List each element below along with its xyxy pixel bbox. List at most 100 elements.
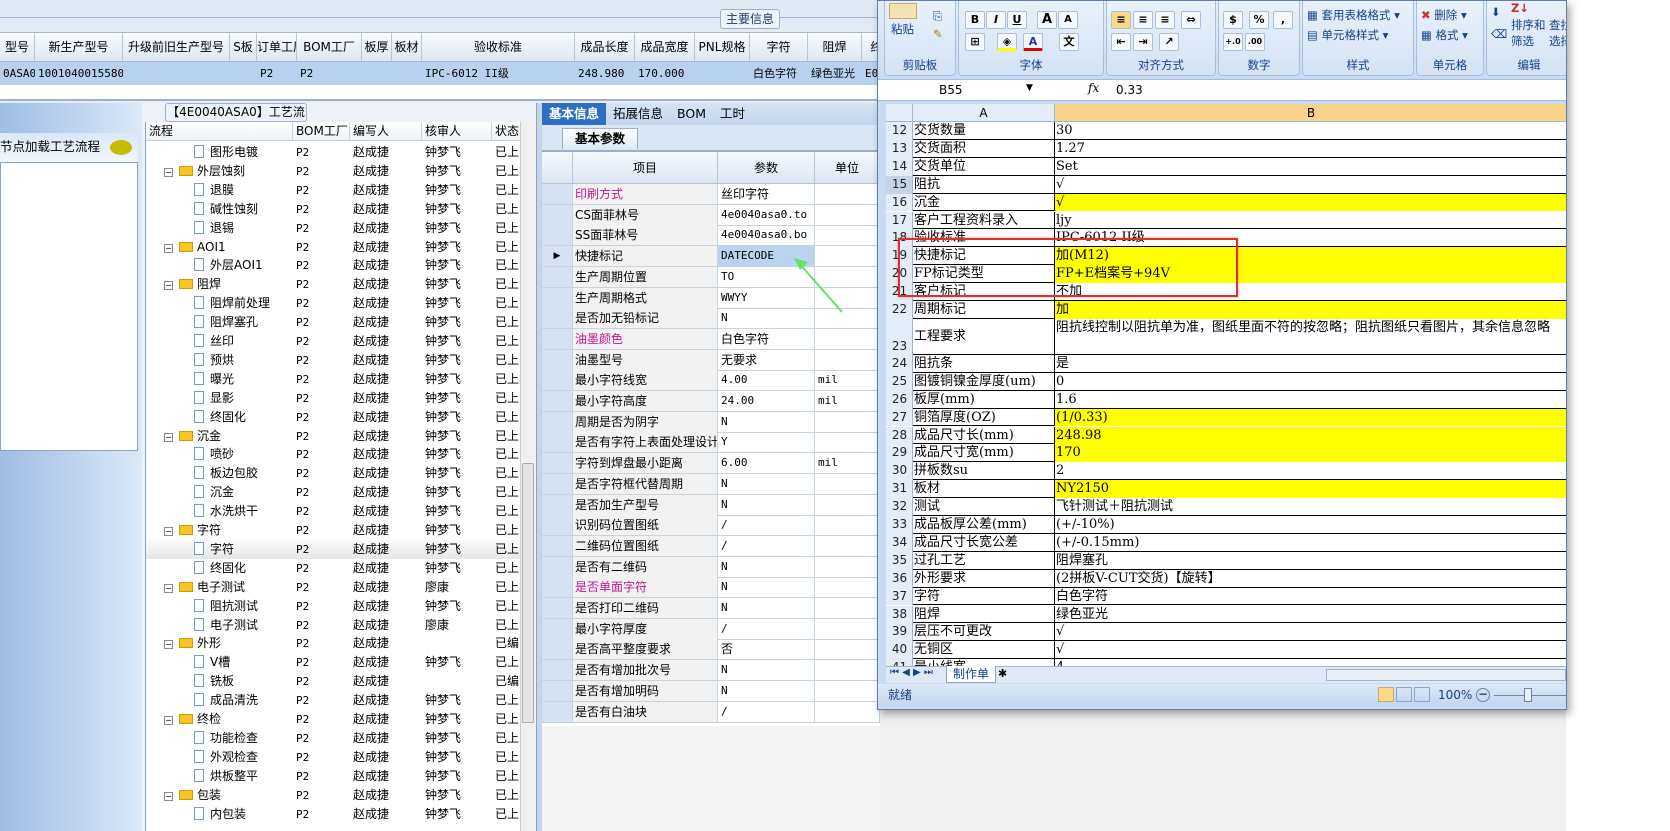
cell-b[interactable]: 绿色亚光 [1055,606,1566,624]
row-header[interactable] [542,494,573,515]
param-row[interactable]: 是否有白油块 / [542,701,880,723]
column-header-unit[interactable]: 单位 [815,152,880,183]
sheet-row[interactable]: 39 层压不可更改 √ [886,623,1566,642]
param-value[interactable]: / [718,701,815,722]
param-value[interactable]: 否 [718,639,815,660]
cell-a[interactable]: 层压不可更改 [913,623,1055,642]
column-header[interactable]: 升级前旧生产型号 [123,33,230,61]
sheet-row[interactable]: 20 FP标记类型 FP+E档案号+94V [886,265,1566,284]
cell-a[interactable]: 过孔工艺 [913,551,1055,570]
cell-a[interactable]: 测试 [913,498,1055,516]
tree-node[interactable]: 阻抗测试 [146,597,293,616]
row-number[interactable]: 32 [886,498,913,516]
sheet-row[interactable]: 41最小线宽4 [886,659,1566,666]
row-number[interactable]: 29 [886,444,913,463]
column-header[interactable]: 字符 [750,33,808,61]
param-value[interactable]: / [718,515,815,536]
tree-row[interactable]: 功能检查 P2 赵成捷 钟梦飞 已上网 [146,729,520,748]
tree-row[interactable]: 阻抗测试 P2 赵成捷 钟梦飞 已上网 [146,597,520,616]
sheet-row[interactable]: 12 交货数量 30 [886,122,1566,140]
cell-b[interactable]: 阻焊塞孔 [1055,552,1566,570]
row-number[interactable]: 40 [886,641,913,660]
row-number[interactable]: 23 [886,318,913,355]
column-header-a[interactable]: A [913,104,1055,121]
cell-a[interactable]: 铜箔厚度(OZ) [913,408,1055,427]
column-header[interactable]: 新生产型号 [35,33,123,61]
param-value[interactable]: 6.00 [718,453,815,474]
param-row[interactable]: 字符到焊盘最小距离 6.00 mil [542,453,880,475]
sheet-row[interactable]: 33 成品板厚公差(mm) (+/-10%) [886,516,1566,534]
column-header[interactable]: 阻焊 [808,33,862,61]
param-row[interactable]: 生产周期位置 TO [542,266,880,288]
param-row[interactable]: 周期是否为阴字 N [542,411,880,433]
param-row[interactable]: 是否有字符上表面处理设计 Y [542,432,880,454]
cell-a[interactable]: 工程要求 [913,318,1055,355]
page-break-view-icon[interactable] [1414,687,1430,702]
cell-b[interactable]: NY2150 [1055,480,1566,499]
param-row[interactable]: 是否有二维码 N [542,556,880,578]
row-number[interactable]: 25 [886,372,913,391]
row-header[interactable] [542,287,573,308]
row-header[interactable] [542,556,573,577]
sheet-row[interactable]: 40 无铜区 √ [886,641,1566,660]
sheet-row[interactable]: 18 验收标准 IPC-6012 II级 [886,229,1566,248]
tree-node[interactable]: − 包装 [146,786,293,805]
sheet-row[interactable]: 13 交货面积 1.27 [886,139,1566,158]
row-number[interactable]: 30 [886,462,913,481]
sheet-nav-icons[interactable]: ⏮ ◀ ▶ ⏭ [890,667,933,678]
name-box[interactable]: B55 [939,83,963,97]
param-row[interactable]: 最小字符线宽 4.00 mil [542,370,880,392]
insert-sheet-icon[interactable]: ✱ [998,667,1008,680]
param-row[interactable]: 最小字符厚度 / [542,618,880,640]
tree-row[interactable]: 阻焊塞孔 P2 赵成捷 钟梦飞 已上网 [146,313,520,332]
column-header-b[interactable]: B [1055,104,1566,121]
collapse-icon[interactable]: − [164,432,173,442]
param-value[interactable]: TO [718,266,815,287]
row-header[interactable] [542,515,573,536]
param-value[interactable]: 白色字符 [718,328,815,349]
tree-row[interactable]: 板边包胶 P2 赵成捷 钟梦飞 已上网 [146,464,520,483]
tree-node[interactable]: 图形电镀 [146,143,293,162]
cell-a[interactable]: 交货单位 [913,157,1055,176]
param-value[interactable]: 24.00 [718,391,815,411]
main-info-row[interactable]: 0ASA0 10010400155808 P2 P2 IPC-6012 II级 248.9… [0,62,880,85]
increase-indent-icon[interactable]: ⇥ [1133,33,1153,51]
format-button[interactable]: ▦ 格式 ▾ [1421,28,1468,42]
tree-node[interactable]: − 外层蚀刻 [146,162,293,181]
zoom-out-icon[interactable]: − [1476,687,1490,702]
paste-button[interactable]: 粘贴 [891,22,914,36]
row-number[interactable]: 16 [886,193,913,212]
column-header-value[interactable]: 参数 [718,152,815,183]
tree-row[interactable]: 显影 P2 赵成捷 钟梦飞 已上网 [146,389,520,408]
row-header[interactable] [542,328,573,349]
row-header[interactable] [542,184,573,204]
cell-a[interactable]: 阻抗 [913,175,1055,194]
tree-row[interactable]: 烘板整平 P2 赵成捷 钟梦飞 已上网 [146,767,520,786]
tree-row[interactable]: − 字符 P2 赵成捷 钟梦飞 已上网 [146,521,520,540]
row-number[interactable]: 17 [886,211,913,230]
param-row[interactable]: 二维码位置图纸 / [542,535,880,557]
cell-b[interactable]: (+/-0.15mm) [1055,534,1566,552]
row-header[interactable] [542,370,573,391]
param-row[interactable]: 是否有增加明码 N [542,680,880,702]
bold-button[interactable]: B [965,11,985,29]
row-header[interactable] [542,473,573,494]
tab[interactable]: 基本信息 [542,103,607,125]
tree-row[interactable]: 退锡 P2 赵成捷 钟梦飞 已上网 [146,219,520,238]
sheet-row[interactable]: 27 铜箔厚度(OZ) (1/0.33) [886,408,1566,427]
column-header[interactable]: BOM工厂 [297,33,362,61]
chat-bubble-icon[interactable] [110,140,132,155]
tree-row[interactable]: − 终检 P2 赵成捷 钟梦飞 已上网 [146,710,520,729]
tree-row[interactable]: − AOI1 P2 赵成捷 钟梦飞 已上网 [146,238,520,257]
orientation-icon[interactable]: ↗ [1159,33,1179,51]
column-header[interactable]: 板厚 [362,33,392,61]
column-header[interactable]: 流程 [146,122,293,140]
tree-node[interactable]: − 沉金 [146,427,293,446]
column-header[interactable]: S板 [230,33,257,61]
param-row[interactable]: 是否有增加批次号 N [542,660,880,682]
cell-a[interactable]: 外形要求 [913,569,1055,588]
sheet-row[interactable]: 15 阻抗 √ [886,175,1566,194]
cell-a[interactable]: 无铜区 [913,641,1055,660]
param-row[interactable]: 是否打印二维码 N [542,598,880,619]
